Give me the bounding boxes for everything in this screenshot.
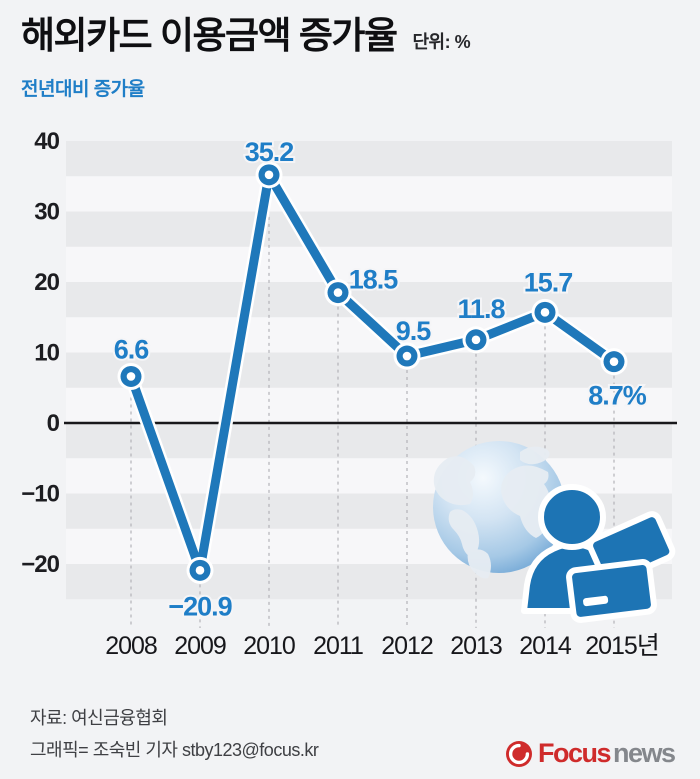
value-label: 6.6 (114, 334, 150, 364)
source-line: 자료: 여신금융협회 (30, 708, 168, 728)
credit-line: 그래픽= 조숙빈 기자 stby123@focus.kr (30, 740, 319, 760)
value-label: 9.5 (396, 316, 432, 346)
grid-band (66, 564, 672, 600)
x-axis-tick: 2013 (450, 632, 502, 660)
footer: 자료: 여신금융협회 그래픽= 조숙빈 기자 stby123@focus.kr (30, 702, 319, 766)
x-axis-tick: 2012 (381, 632, 433, 660)
data-point (402, 351, 412, 361)
unit-label: 단위: % (412, 32, 471, 52)
x-axis-tick: 2015년 (585, 632, 659, 660)
grid-band (66, 211, 672, 247)
x-axis-tick: 2008 (105, 632, 157, 660)
data-point (540, 308, 550, 317)
grid-band (66, 282, 672, 318)
value-label: 15.7 (524, 267, 573, 297)
y-axis-tick: 0 (47, 410, 60, 437)
y-axis-tick: 20 (34, 269, 59, 296)
grid-band (66, 423, 672, 459)
page-title: 해외카드 이용금액 증가율 (21, 15, 398, 56)
chart-subtitle: 전년대비 증가율 (21, 79, 145, 101)
y-axis-tick: 10 (34, 340, 59, 367)
value-label: 18.5 (349, 265, 399, 295)
x-axis-tick: 2011 (313, 632, 363, 660)
x-axis-tick: 2014 (519, 632, 572, 660)
data-point (264, 170, 274, 180)
grid-band (66, 141, 672, 177)
data-point (609, 357, 619, 366)
header: 해외카드 이용금액 증가율 단위: % 전년대비 증가율 (21, 14, 471, 101)
x-axis-tick: 2009 (174, 632, 226, 660)
data-point (126, 372, 136, 381)
focusnews-logo: Focus news (506, 738, 676, 769)
data-point (195, 566, 205, 575)
value-label: 8.7% (588, 381, 647, 411)
value-label: −20.9 (168, 591, 232, 621)
value-label: 11.8 (457, 294, 505, 324)
logo-text-secondary: news (613, 738, 676, 768)
grid-band (66, 352, 672, 388)
y-axis-tick: 40 (34, 128, 59, 155)
x-axis-tick: 2010 (243, 632, 295, 660)
focusnews-swirl-icon (506, 740, 532, 767)
logo-text-primary: Focus (538, 738, 612, 768)
y-axis-tick: 30 (34, 199, 59, 226)
data-point (333, 288, 343, 297)
data-point (471, 335, 481, 345)
y-axis-tick: −20 (21, 551, 59, 578)
value-label: 35.2 (245, 137, 294, 167)
grid-band (66, 493, 672, 529)
y-axis-tick: −10 (21, 481, 59, 508)
